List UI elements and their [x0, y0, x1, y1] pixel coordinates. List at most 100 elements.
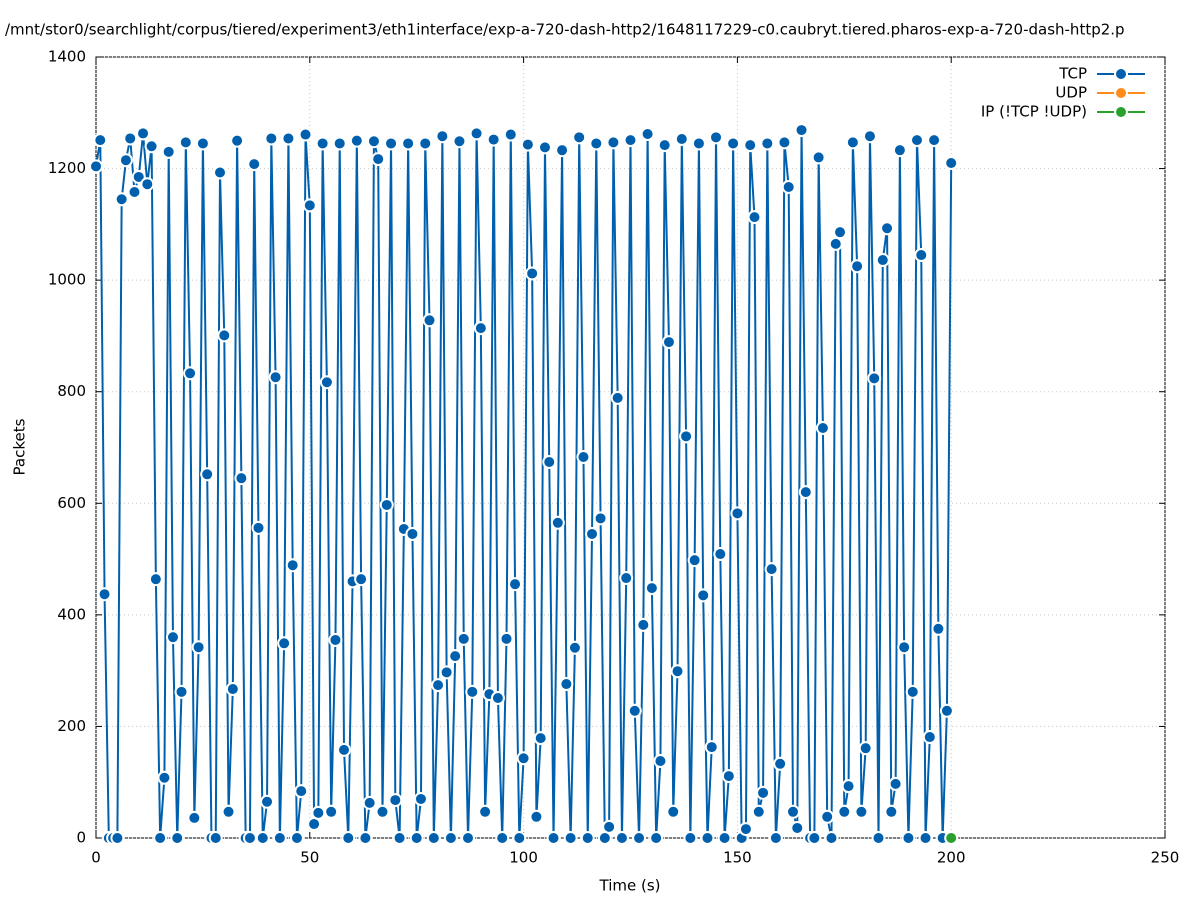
plot-frame: [95, 56, 1166, 839]
point: [704, 740, 719, 755]
point: [674, 132, 689, 147]
point: [670, 664, 685, 679]
point: [165, 630, 180, 645]
point: [221, 804, 236, 819]
point: [927, 133, 942, 148]
x-tick-label: 200: [937, 849, 966, 867]
point: [790, 820, 805, 835]
point: [687, 553, 702, 568]
point: [452, 134, 467, 149]
x-tick-label: 150: [723, 849, 752, 867]
y-tick-label: 1000: [48, 271, 86, 289]
point: [589, 136, 604, 151]
point: [401, 136, 416, 151]
point: [118, 153, 133, 168]
point: [469, 126, 484, 141]
point: [499, 631, 514, 646]
point: [354, 572, 369, 587]
point: [148, 572, 163, 587]
point: [157, 770, 172, 785]
point: [225, 682, 240, 697]
point: [431, 678, 446, 693]
point: [332, 136, 347, 151]
chart-title: /mnt/stor0/searchlight/corpus/tiered/exp…: [5, 21, 1125, 39]
point: [593, 511, 608, 526]
point: [114, 192, 129, 207]
point: [542, 455, 557, 470]
point: [324, 804, 339, 819]
point: [854, 804, 869, 819]
x-tick-label: 0: [91, 849, 101, 867]
point: [170, 831, 185, 845]
y-tick-label: 400: [57, 605, 86, 623]
point: [931, 621, 946, 636]
legend-label: UDP: [1055, 84, 1087, 102]
point: [572, 130, 587, 145]
point: [858, 741, 873, 756]
point: [867, 371, 882, 386]
point: [486, 132, 501, 147]
x-tick-label: 100: [509, 849, 538, 867]
point: [285, 558, 300, 573]
point: [537, 140, 552, 155]
point: [242, 831, 257, 845]
point: [875, 253, 890, 268]
point: [833, 225, 848, 240]
point: [195, 136, 210, 151]
point: [892, 143, 907, 158]
point: [516, 751, 531, 766]
legend-label: IP (!TCP !UDP): [981, 103, 1087, 121]
y-tick-label: 1400: [48, 48, 86, 66]
point: [388, 793, 403, 808]
point: [413, 791, 428, 806]
series-line: [95, 130, 953, 839]
point: [580, 831, 595, 845]
point: [747, 210, 762, 225]
legend-label: TCP: [1058, 65, 1087, 83]
point: [247, 157, 262, 172]
point: [939, 703, 954, 718]
point: [255, 831, 270, 845]
point: [439, 665, 454, 680]
point: [756, 785, 771, 800]
point: [461, 831, 476, 845]
point: [666, 804, 681, 819]
point: [815, 420, 830, 435]
point: [683, 831, 698, 845]
point: [90, 159, 103, 174]
legend-marker: [1114, 86, 1128, 100]
point: [845, 135, 860, 150]
point: [490, 690, 505, 705]
point: [862, 129, 877, 144]
point: [768, 831, 783, 845]
point: [234, 471, 249, 486]
point: [798, 485, 813, 500]
point: [751, 804, 766, 819]
point: [362, 795, 377, 810]
point: [828, 236, 843, 251]
point: [807, 831, 822, 845]
y-tick-label: 1200: [48, 159, 86, 177]
point: [909, 133, 924, 148]
point: [811, 150, 826, 165]
point: [640, 126, 655, 141]
point: [443, 831, 458, 845]
point: [144, 139, 159, 154]
plot-area: [90, 123, 959, 845]
point: [409, 831, 424, 845]
point: [251, 520, 266, 535]
y-tick-label: 800: [57, 382, 86, 400]
point: [341, 831, 356, 845]
point: [110, 831, 125, 845]
point: [379, 497, 394, 512]
point: [944, 831, 959, 845]
point: [661, 335, 676, 350]
point: [619, 571, 634, 586]
point: [298, 127, 313, 142]
point: [93, 133, 108, 148]
point: [358, 831, 373, 845]
point: [880, 221, 895, 236]
point: [632, 831, 647, 845]
point: [315, 136, 330, 151]
